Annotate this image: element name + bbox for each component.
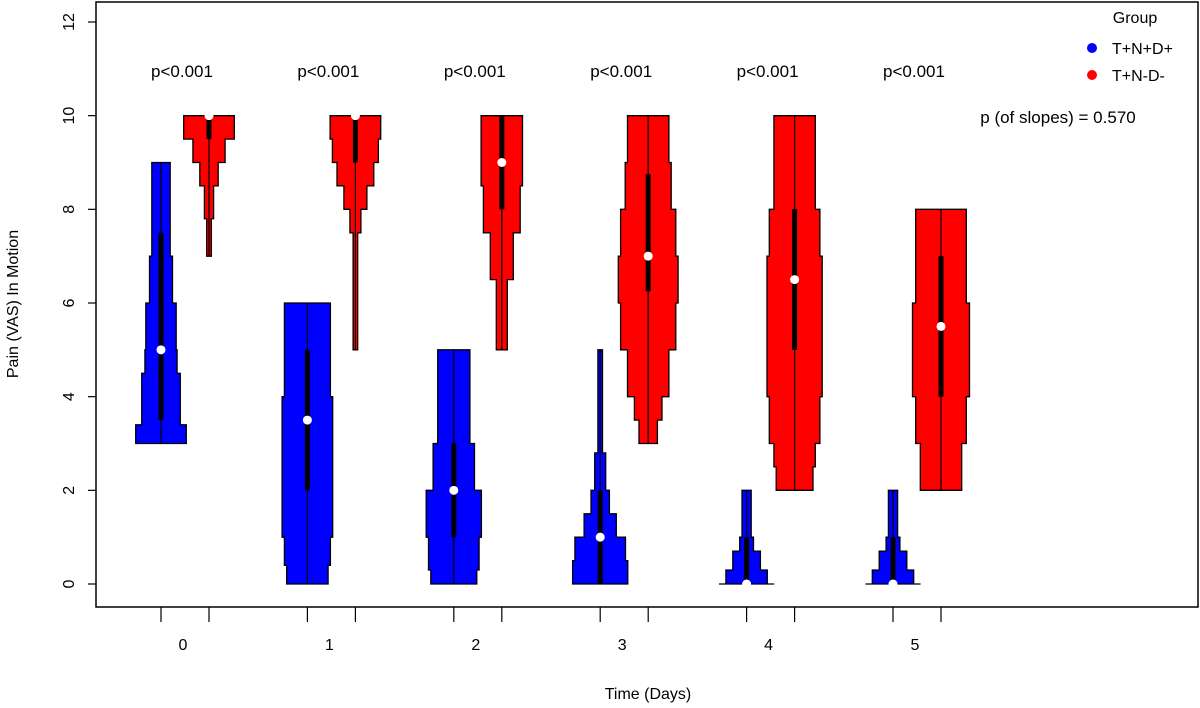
legend-marker-series-1 <box>1087 43 1097 53</box>
violin-median-point <box>449 485 459 495</box>
legend-title: Group <box>1113 10 1158 27</box>
violin-iqr-box <box>158 232 164 421</box>
y-tick-label: 6 <box>61 298 78 307</box>
legend-label-series-2: T+N-D- <box>1112 68 1165 85</box>
violin-median-point <box>936 321 946 331</box>
x-tick-label: 3 <box>618 637 627 654</box>
x-tick-label: 2 <box>471 637 480 654</box>
x-tick-label: 1 <box>325 637 334 654</box>
p-value-label: p<0.001 <box>590 62 652 81</box>
y-axis-title: Pain (VAS) In Motion <box>5 230 22 378</box>
p-value-label: p<0.001 <box>151 62 213 81</box>
violin-median-point <box>497 158 507 167</box>
violin-iqr-box <box>744 537 750 584</box>
x-tick-label: 4 <box>764 637 773 654</box>
y-tick-label: 4 <box>61 392 78 401</box>
y-tick-label: 0 <box>61 579 78 588</box>
violin-median-point <box>643 251 653 261</box>
legend: Group T+N+D+ T+N-D- <box>1087 10 1173 85</box>
violin-iqr-box <box>890 537 896 584</box>
violin-iqr-box <box>352 115 358 163</box>
violin-median-point <box>350 111 360 121</box>
violin-median-point <box>156 345 166 355</box>
violin-median-point <box>204 111 214 121</box>
p-value-label: p<0.001 <box>883 62 945 81</box>
x-tick-label: 5 <box>911 637 920 654</box>
violin-median-point <box>888 579 898 589</box>
x-tick-label: 0 <box>179 637 188 654</box>
violin-median-point <box>302 415 312 425</box>
y-tick-label: 12 <box>61 13 78 31</box>
p-value-label: p<0.001 <box>297 62 359 81</box>
y-tick-label: 8 <box>61 205 78 214</box>
plot-frame <box>95 1 1199 608</box>
y-tick-label: 2 <box>61 486 78 495</box>
violin-median-point <box>595 532 605 542</box>
violin-median-point <box>790 275 800 285</box>
x-axis-title: Time (Days) <box>605 686 692 703</box>
p-value-label: p<0.001 <box>444 62 506 81</box>
legend-marker-series-2 <box>1087 70 1097 80</box>
violin-iqr-box <box>206 115 212 140</box>
slopes-annotation: p (of slopes) = 0.570 <box>980 108 1135 127</box>
violin-median-point <box>742 579 752 589</box>
violin-iqr-box <box>645 174 651 292</box>
y-tick-label: 10 <box>61 107 78 125</box>
p-value-label: p<0.001 <box>737 62 799 81</box>
legend-label-series-1: T+N+D+ <box>1112 41 1173 58</box>
